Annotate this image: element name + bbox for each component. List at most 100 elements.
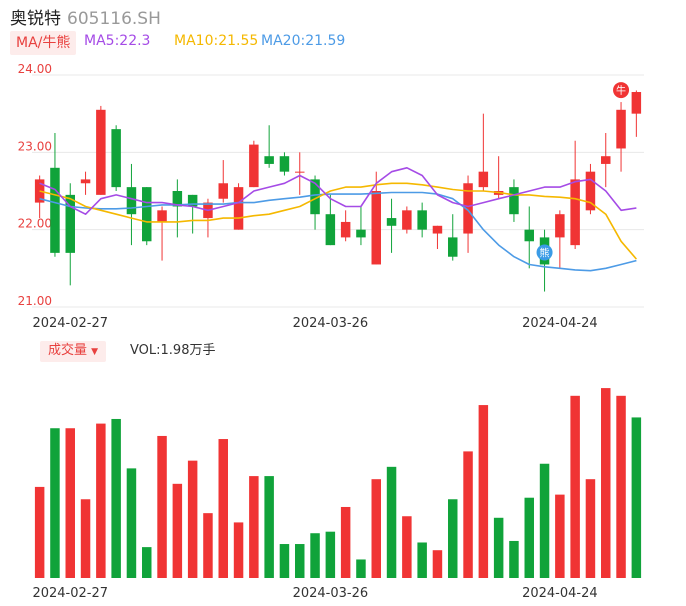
volume-bar [585, 479, 596, 578]
candle-body [448, 237, 458, 257]
volume-bar [172, 483, 183, 578]
volume-date-tick-label: 2024-04-24 [522, 586, 598, 601]
volume-bar [570, 395, 580, 578]
ma10-label: MA10:21.55 [174, 33, 259, 49]
volume-bar [233, 522, 244, 578]
ma10-line [39, 182, 638, 260]
candle-body [126, 187, 137, 215]
volume-bar [203, 513, 213, 578]
candle-body [509, 187, 519, 215]
volume-bar [631, 417, 642, 578]
volume-bar [386, 466, 397, 578]
ma-selector-button[interactable]: MA/牛熊 [10, 31, 77, 55]
volume-bar [539, 463, 550, 578]
candle-body [340, 221, 351, 238]
candle-body [310, 179, 320, 215]
volume-bar [157, 435, 167, 578]
volume-value-label: VOL:1.98万手 [130, 343, 216, 358]
volume-bar [463, 451, 473, 578]
candle-body [295, 171, 305, 173]
volume-bar [65, 428, 75, 578]
bear-marker [536, 244, 553, 261]
volume-bar [371, 479, 381, 578]
volume-bar [555, 494, 565, 578]
candle-body [96, 109, 106, 195]
candle-body [601, 156, 611, 164]
candlesticks [34, 90, 642, 292]
volume-bar [279, 544, 290, 578]
candle-body [80, 179, 91, 184]
volume-bar [264, 476, 274, 578]
volume-bar [34, 486, 45, 578]
candle-body [279, 156, 290, 172]
candle-body [432, 225, 443, 234]
volume-bar [80, 499, 91, 578]
ma20-line [39, 191, 637, 272]
price-tick-label: 22.00 [18, 217, 52, 231]
volume-bar [478, 405, 489, 578]
candle-body [570, 179, 580, 246]
volume-date-tick-label: 2024-02-27 [32, 586, 108, 601]
candle-body [524, 229, 534, 242]
ma20-label: MA20:21.59 [261, 33, 346, 49]
candle-body [417, 210, 427, 230]
volume-bar [50, 428, 60, 578]
volume-bar [601, 388, 611, 578]
candle-body [264, 156, 274, 164]
volume-bars [34, 388, 642, 578]
date-axis: 2024-02-27 2024-02-27 2024-03-26 2024-03-26… [32, 316, 597, 601]
volume-bar [524, 497, 534, 578]
price-tick-label: 24.00 [18, 62, 52, 76]
candle-body [157, 210, 167, 222]
dropdown-triangle-icon: ▼ [91, 347, 99, 357]
candle-body [463, 183, 473, 234]
volume-bar [509, 540, 519, 578]
candle-body [111, 129, 121, 188]
candle-body [356, 229, 366, 238]
ma5-line [39, 167, 637, 215]
ma5-label: MA5:22.3 [84, 33, 151, 49]
marker-label: 牛 [616, 84, 626, 97]
price-tick-label: 21.00 [18, 294, 52, 308]
volume-bar [402, 516, 412, 578]
date-tick-label: 2024-03-26 [293, 316, 369, 331]
volume-bar [295, 544, 305, 578]
candle-body [65, 194, 75, 253]
candle-body [50, 167, 60, 253]
volume-bar [142, 547, 152, 578]
marker-label: 熊 [540, 246, 550, 259]
candle-body [218, 183, 228, 199]
price-tick-label: 23.00 [18, 139, 52, 153]
candle-body [325, 214, 336, 246]
candle-body [478, 171, 489, 188]
volume-bar [218, 439, 228, 578]
volume-selector-label: 成交量 [48, 343, 88, 358]
candle-body [585, 171, 596, 211]
candle-body [386, 218, 397, 226]
candle-body [172, 191, 183, 207]
date-tick-label: 2024-02-27 [32, 316, 108, 331]
stock-name: 奥锐特 [10, 9, 61, 29]
candle-body [142, 187, 152, 242]
candle-body [555, 214, 565, 238]
volume-bar [493, 517, 504, 578]
volume-bar [325, 531, 336, 578]
volume-bar [616, 395, 626, 578]
stock-code: 605116.SH [67, 9, 161, 29]
candle-body [233, 187, 244, 230]
volume-bar [432, 550, 443, 578]
volume-bar [310, 533, 320, 578]
volume-selector-button[interactable]: 成交量 ▼ [40, 341, 107, 362]
volume-bar [448, 499, 458, 578]
volume-bar [126, 468, 137, 578]
volume-date-tick-label: 2024-03-26 [293, 586, 369, 601]
volume-bar [356, 559, 366, 578]
volume-bar [96, 423, 106, 578]
price-grid [32, 74, 644, 308]
volume-bar [340, 506, 351, 578]
candle-body [187, 194, 198, 207]
price-axis: 24.00 23.00 22.00 21.00 [18, 62, 52, 308]
candle-body [371, 191, 381, 265]
bull-marker [613, 82, 630, 99]
